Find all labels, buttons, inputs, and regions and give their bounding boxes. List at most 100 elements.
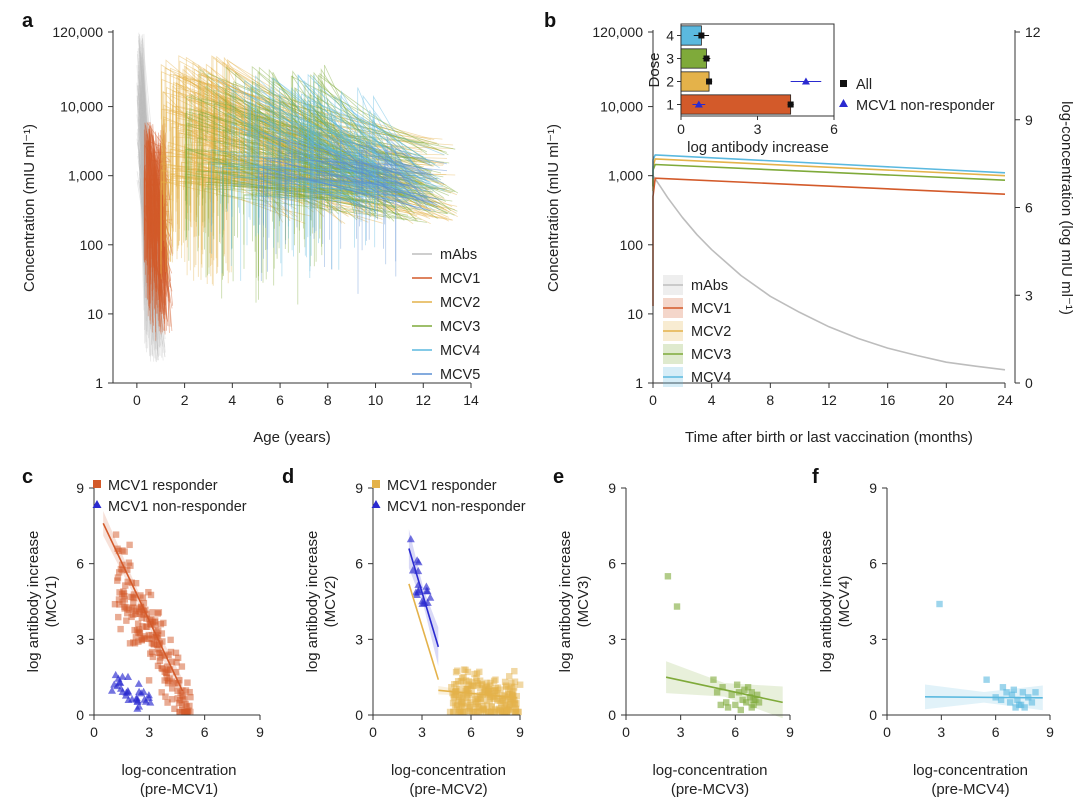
scatter-point-d [467, 701, 474, 709]
inset-ytick-label: 3 [666, 51, 674, 67]
inset-ytick-label: 1 [666, 97, 674, 113]
panel-letter-b: b [544, 10, 556, 32]
inset-ytick-label: 2 [666, 74, 674, 90]
scatter-point-d [473, 674, 480, 682]
scatter-point-e [724, 704, 732, 711]
xtick-label-f: 0 [883, 724, 891, 740]
ytick-label-b: 120,000 [592, 24, 643, 40]
scatter-point-f [1017, 701, 1025, 709]
ytick-label-b: 1,000 [608, 168, 643, 184]
scatter-point-c [168, 678, 176, 685]
scatter-point-c [144, 691, 153, 699]
fit-line-e [665, 676, 783, 704]
ytick-label-right-b: 3 [1025, 287, 1033, 303]
xtick-label-d: 6 [467, 724, 475, 740]
scatter-point-e [673, 603, 681, 610]
inset-legend-label-all: All [856, 77, 872, 93]
xtick-label-a: 0 [133, 392, 141, 408]
scatter-point-f [1014, 696, 1021, 704]
y-axis-title-d: log antibody increase [304, 531, 321, 673]
scatter-point-c [167, 636, 174, 644]
scatter-point-c [154, 646, 162, 653]
panel-letter-a: a [22, 10, 34, 32]
scatter-point-c [139, 594, 147, 601]
x-axis-title-a: Age (years) [253, 429, 331, 446]
scatter-point-f [1032, 689, 1039, 696]
scatter-point-c [168, 696, 176, 703]
xtick-label-c: 6 [201, 724, 209, 740]
scatter-point-c [154, 610, 161, 617]
fit-line-d [438, 689, 517, 699]
scatter-point-d [468, 679, 476, 686]
xtick-label-b: 12 [821, 392, 837, 408]
scatter-point-c [174, 687, 181, 695]
scatter-point-c [139, 623, 146, 630]
scatter-point-d [446, 708, 454, 716]
scatter-point-c [176, 708, 183, 716]
scatter-point-d [464, 694, 471, 701]
x-axis-title-e: log-concentration [652, 762, 767, 779]
y-axis-title-a: Concentration (mIU ml⁻¹) [21, 124, 38, 292]
scatter-point-d [478, 680, 485, 688]
ytick-label-right-b: 12 [1025, 24, 1041, 40]
xtick-label-c: 3 [145, 724, 153, 740]
scatter-point-c [114, 577, 121, 584]
scatter-point-d [456, 693, 463, 700]
xtick-label-a: 14 [463, 392, 479, 408]
scatter-point-d [414, 586, 423, 594]
panel-letter-d: d [282, 466, 294, 488]
xtick-label-f: 3 [937, 724, 945, 740]
inset-marker-nonresponder [694, 100, 703, 108]
trajectories-a [136, 32, 459, 363]
scatter-point-d [499, 707, 506, 715]
inset-legend-marker-all [840, 80, 847, 87]
y-axis-subtitle-d: (MCV2) [322, 576, 339, 628]
scatter-point-d [510, 688, 517, 695]
legend-label-a-mcv2: MCV2 [440, 295, 480, 311]
scatter-point-c [111, 670, 120, 679]
scatter-point-d [474, 681, 482, 689]
scatter-point-c [121, 605, 128, 612]
xtick-label-d: 9 [516, 724, 524, 740]
scatter-point-c [130, 599, 137, 607]
legend-label-b-mabs: mAbs [691, 278, 728, 294]
scatter-point-d [476, 677, 484, 684]
y-axis-title-right-b: log-concentration (log mIU ml⁻¹) [1058, 101, 1075, 315]
scatter-point-e [755, 699, 763, 706]
scatter-point-d [486, 697, 493, 705]
scatter-point-c [143, 615, 150, 622]
scatter-point-d [511, 667, 518, 675]
scatter-point-e [746, 694, 754, 701]
scatter-point-c [124, 578, 131, 586]
xtick-label-c: 9 [256, 724, 264, 740]
legend-label-a-mabs: mAbs [440, 247, 477, 263]
xtick-label-a: 6 [276, 392, 284, 408]
scatter-point-c [162, 669, 170, 677]
scatter-point-e [733, 681, 741, 688]
scatter-point-d [450, 708, 457, 716]
scatter-point-c [111, 600, 119, 608]
xtick-label-f: 6 [992, 724, 1000, 740]
scatter-point-d [460, 702, 468, 710]
scatter-point-c [134, 679, 143, 687]
scatter-point-c [149, 609, 156, 616]
scatter-point-f [1012, 704, 1019, 711]
legend-label-responder-d: MCV1 responder [387, 478, 497, 494]
scatter-point-c [174, 695, 181, 702]
scatter-point-d [462, 666, 469, 674]
scatter-point-c [135, 638, 142, 645]
xtick-label-a: 10 [368, 392, 384, 408]
scatter-point-d [503, 706, 511, 713]
scatter-point-f [1003, 689, 1010, 696]
series-mcv3-lines [184, 64, 459, 305]
scatter-point-c [145, 631, 153, 639]
ytick-label-c: 9 [76, 480, 84, 496]
scatter-point-d [483, 701, 491, 709]
panel-letter-f: f [812, 466, 819, 488]
scatter-point-d [457, 677, 465, 685]
scatter-point-c [135, 687, 144, 695]
scatter-point-d [482, 688, 489, 695]
ytick-label-right-b: 9 [1025, 112, 1033, 128]
ytick-label-e: 6 [608, 556, 616, 572]
scatter-point-c [131, 640, 139, 647]
